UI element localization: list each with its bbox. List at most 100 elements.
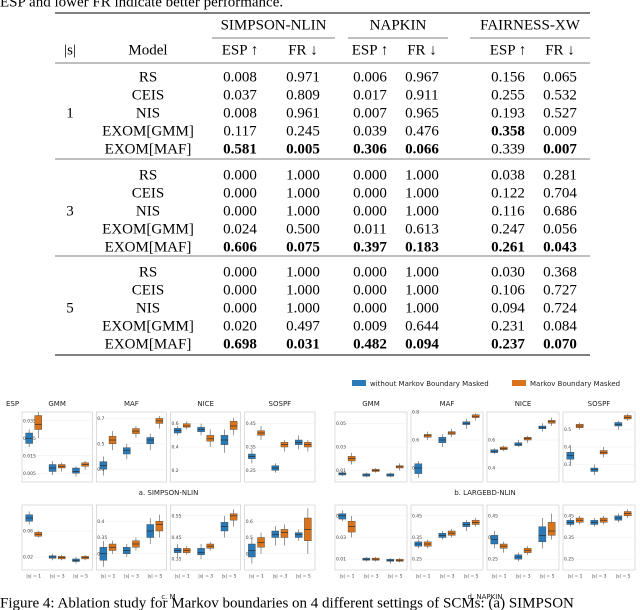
box <box>280 529 289 538</box>
cell: 0.020 <box>223 318 257 334</box>
cell: 0.094 <box>491 300 525 316</box>
y-tick-label: 0.35 <box>97 535 107 541</box>
cell: 0.497 <box>286 318 320 334</box>
group-header: NAPKIN <box>370 17 427 33</box>
x-tick-label: |s| = 3 <box>364 574 379 580</box>
cell: 0.261 <box>491 239 525 255</box>
cell: 0.911 <box>405 87 438 103</box>
legend-swatch <box>512 380 526 386</box>
x-tick-label: |s| = 3 <box>516 574 531 580</box>
subplot-title: MAF <box>440 400 455 408</box>
set-size: 3 <box>66 203 74 219</box>
x-tick-label: |s| = 5 <box>73 574 88 580</box>
y-tick-label: 0.2 <box>172 468 179 474</box>
y-tick-label: 0.7 <box>97 416 104 422</box>
y-tick-label: 0.5 <box>246 535 253 541</box>
panel-caption: b. LARGEBD-NLIN <box>454 489 516 497</box>
x-tick-label: |s| = 5 <box>388 574 403 580</box>
subplot-title: GMM <box>362 400 380 408</box>
cell: 0.704 <box>543 185 577 201</box>
cell: 0.613 <box>405 221 439 237</box>
model-name: RS <box>139 167 157 183</box>
box <box>229 421 238 430</box>
y-tick-label: 0.03 <box>336 535 346 541</box>
cell: 0.500 <box>286 221 320 237</box>
x-tick-label: |s| = 1 <box>175 574 190 580</box>
box <box>295 532 303 538</box>
cell: 0.000 <box>223 264 257 280</box>
y-tick-label: 0.45 <box>172 535 182 541</box>
cell: 1.000 <box>405 203 439 219</box>
cell: 1.000 <box>405 167 439 183</box>
y-tick-label: 0.45 <box>564 513 574 519</box>
y-tick-label: 0.01 <box>336 557 346 563</box>
cell: 0.008 <box>223 69 257 85</box>
x-tick-label: |s| = 1 <box>249 574 264 580</box>
panel-caption: d. NAPKIN <box>467 593 502 601</box>
cell: 0.017 <box>353 87 387 103</box>
cell: 0.106 <box>491 282 525 298</box>
y-tick-label: 0.35 <box>412 535 422 541</box>
y-tick-label: 0.6 <box>488 438 495 444</box>
cell: 0.965 <box>405 105 439 121</box>
box <box>146 437 154 445</box>
box <box>206 435 214 442</box>
cell: 1.000 <box>286 203 320 219</box>
cell: 1.000 <box>286 282 320 298</box>
box <box>123 447 131 455</box>
box <box>338 513 347 520</box>
cell: 0.038 <box>491 167 525 183</box>
model-name: RS <box>139 264 157 280</box>
box <box>34 415 42 430</box>
cell: 0.122 <box>491 185 525 201</box>
cell: 0.070 <box>543 336 577 352</box>
cell: 0.967 <box>405 69 439 85</box>
legend-label: without Markov Boundary Masked <box>370 380 489 388</box>
cell: 0.698 <box>223 336 257 352</box>
x-tick-label: |s| = 1 <box>101 574 116 580</box>
y-tick-label: 0.25 <box>564 557 574 563</box>
column-header: |s| <box>64 42 76 58</box>
model-name: NIS <box>136 203 160 219</box>
cell: 0.000 <box>353 203 387 219</box>
cell: 0.727 <box>543 282 577 298</box>
cell: 0.339 <box>491 141 525 157</box>
cell: 0.065 <box>543 69 577 85</box>
y-tick-label: 0.05 <box>336 421 346 427</box>
x-tick-label: |s| = 5 <box>464 574 479 580</box>
cell: 0.245 <box>286 123 320 139</box>
y-tick-label: 0.3 <box>564 462 571 468</box>
cell: 0.255 <box>491 87 525 103</box>
cell: 0.000 <box>353 185 387 201</box>
cell: 0.094 <box>405 336 439 352</box>
y-tick-label: 0.4 <box>97 519 104 525</box>
cell: 0.000 <box>223 300 257 316</box>
cell: 0.231 <box>491 318 525 334</box>
y-tick-label: 0.03 <box>336 445 346 451</box>
model-name: NIS <box>136 300 160 316</box>
y-tick-label: 0.4 <box>488 466 495 472</box>
cell: 0.009 <box>543 123 577 139</box>
cell: 0.116 <box>491 203 525 219</box>
model-name: EXOM[MAF] <box>105 239 192 255</box>
box <box>155 521 164 532</box>
figure-caption: Figure 4: Ablation study for Markov boun… <box>0 595 574 610</box>
x-tick-label: |s| = 1 <box>416 574 431 580</box>
group-header: FAIRNESS-XW <box>480 17 581 33</box>
y-tick-label: 0.45 <box>246 421 256 427</box>
model-name: EXOM[GMM] <box>102 318 194 334</box>
subplot-title: MAF <box>124 400 139 408</box>
y-tick-label: 0.4 <box>564 445 571 451</box>
box <box>547 522 556 536</box>
cell: 0.056 <box>543 221 577 237</box>
model-name: CEIS <box>132 185 165 201</box>
model-name: CEIS <box>132 87 165 103</box>
y-tick-label: 0.02 <box>23 555 33 561</box>
subplot-title: SOSPF <box>269 400 292 408</box>
model-name: RS <box>139 69 157 85</box>
box <box>183 423 191 428</box>
y-tick-label: 0.005 <box>23 471 36 477</box>
x-tick-label: |s| = 3 <box>50 574 65 580</box>
box <box>197 548 205 556</box>
